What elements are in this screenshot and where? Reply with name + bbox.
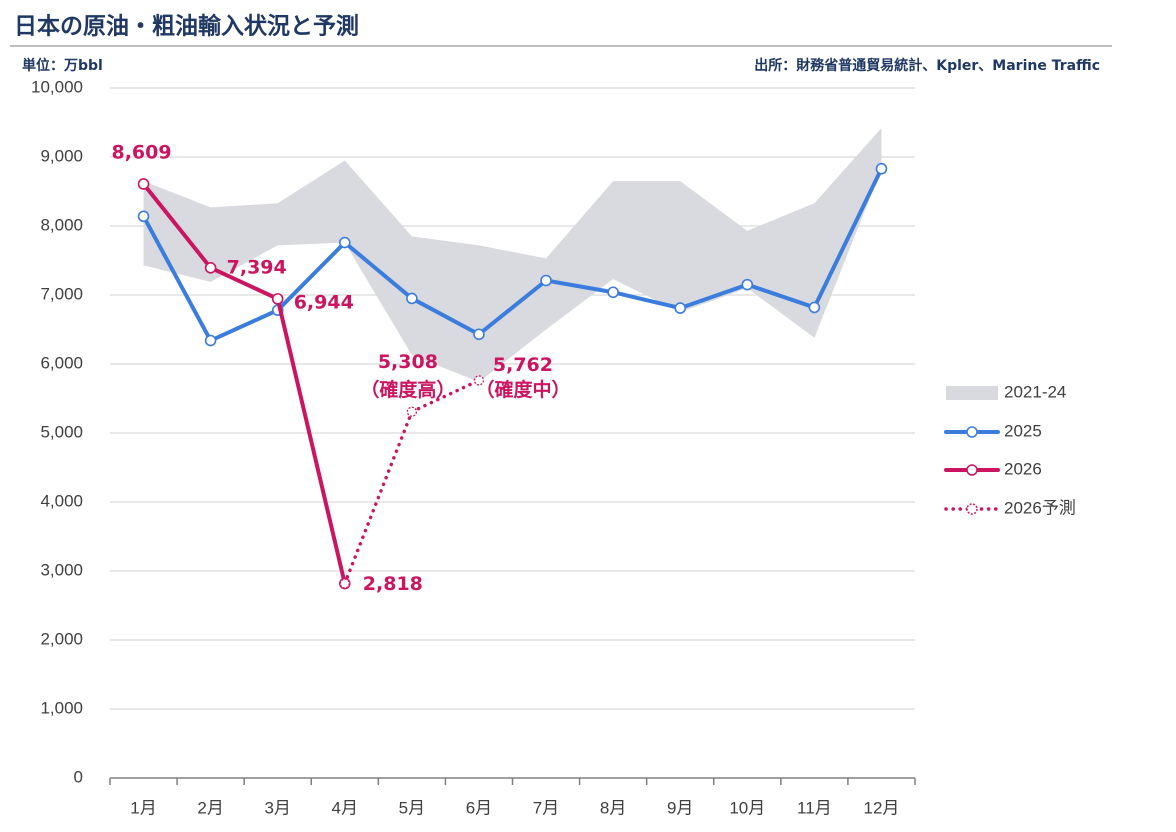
series-line bbox=[141, 166, 884, 343]
data-point bbox=[339, 578, 350, 589]
data-label: 5,762 bbox=[493, 354, 553, 376]
x-tick-label: 6月 bbox=[466, 798, 492, 817]
data-label: 7,394 bbox=[227, 256, 287, 278]
x-tick-label: 11月 bbox=[797, 798, 832, 817]
x-tick-label: 2月 bbox=[197, 798, 223, 817]
data-label: 2,818 bbox=[363, 573, 423, 595]
legend-label: 2026予測 bbox=[1004, 498, 1076, 517]
y-tick-label: 6,000 bbox=[40, 353, 83, 372]
legend-label: 2025 bbox=[1004, 421, 1042, 440]
data-point bbox=[137, 178, 150, 190]
data-point bbox=[204, 334, 217, 347]
legend-label: 2026 bbox=[1004, 459, 1042, 478]
data-point bbox=[406, 406, 418, 417]
chart-title: 日本の原油・粗油輸入状況と予測 bbox=[14, 13, 359, 40]
y-tick-label: 7,000 bbox=[40, 284, 83, 303]
x-tick-label: 7月 bbox=[533, 798, 559, 817]
data-label: 5,308 bbox=[378, 351, 438, 373]
data-label: 8,609 bbox=[111, 141, 171, 163]
y-tick-label: 10,000 bbox=[31, 77, 83, 96]
x-tick-label: 3月 bbox=[264, 798, 290, 817]
x-tick-label: 12月 bbox=[863, 798, 899, 817]
y-tick-label: 5,000 bbox=[40, 422, 83, 441]
x-tick-label: 8月 bbox=[600, 798, 626, 817]
x-tick-label: 10月 bbox=[729, 798, 765, 817]
y-tick-label: 8,000 bbox=[40, 215, 83, 234]
data-point bbox=[406, 292, 418, 305]
data-point bbox=[137, 210, 150, 223]
range-band bbox=[143, 128, 882, 382]
x-tick-label: 1月 bbox=[130, 798, 156, 817]
data-point bbox=[741, 278, 754, 291]
legend-swatch bbox=[946, 386, 998, 400]
annotation: （確度中） bbox=[475, 378, 570, 401]
data-point bbox=[875, 162, 888, 175]
data-point bbox=[338, 236, 351, 249]
data-point bbox=[674, 302, 687, 314]
x-tick-label: 9月 bbox=[667, 798, 693, 817]
series-line bbox=[141, 181, 347, 586]
legend-marker bbox=[966, 503, 978, 515]
y-tick-label: 4,000 bbox=[40, 491, 83, 510]
x-tick-label: 5月 bbox=[399, 798, 425, 817]
y-tick-label: 9,000 bbox=[40, 146, 83, 165]
data-point bbox=[473, 375, 485, 386]
data-point bbox=[473, 328, 485, 341]
legend-marker bbox=[966, 426, 978, 438]
data-point bbox=[808, 301, 821, 314]
y-tick-label: 0 bbox=[74, 767, 83, 786]
legend-marker bbox=[966, 464, 978, 476]
y-tick-label: 3,000 bbox=[40, 560, 83, 579]
legend-label: 2021-24 bbox=[1004, 382, 1066, 401]
data-point bbox=[607, 286, 619, 299]
data-label: 6,944 bbox=[294, 291, 354, 313]
x-tick-label: 4月 bbox=[332, 798, 358, 817]
annotation: （確度高） bbox=[360, 378, 455, 401]
data-point bbox=[540, 274, 552, 287]
unit-label: 単位：万bbl bbox=[22, 57, 103, 74]
source: 出所：財務省普通貿易統計、Kpler、Marine Traffic bbox=[754, 57, 1100, 74]
y-tick-label: 1,000 bbox=[40, 698, 83, 717]
y-tick-label: 2,000 bbox=[40, 629, 83, 648]
data-point bbox=[271, 293, 284, 305]
data-point bbox=[204, 262, 217, 274]
